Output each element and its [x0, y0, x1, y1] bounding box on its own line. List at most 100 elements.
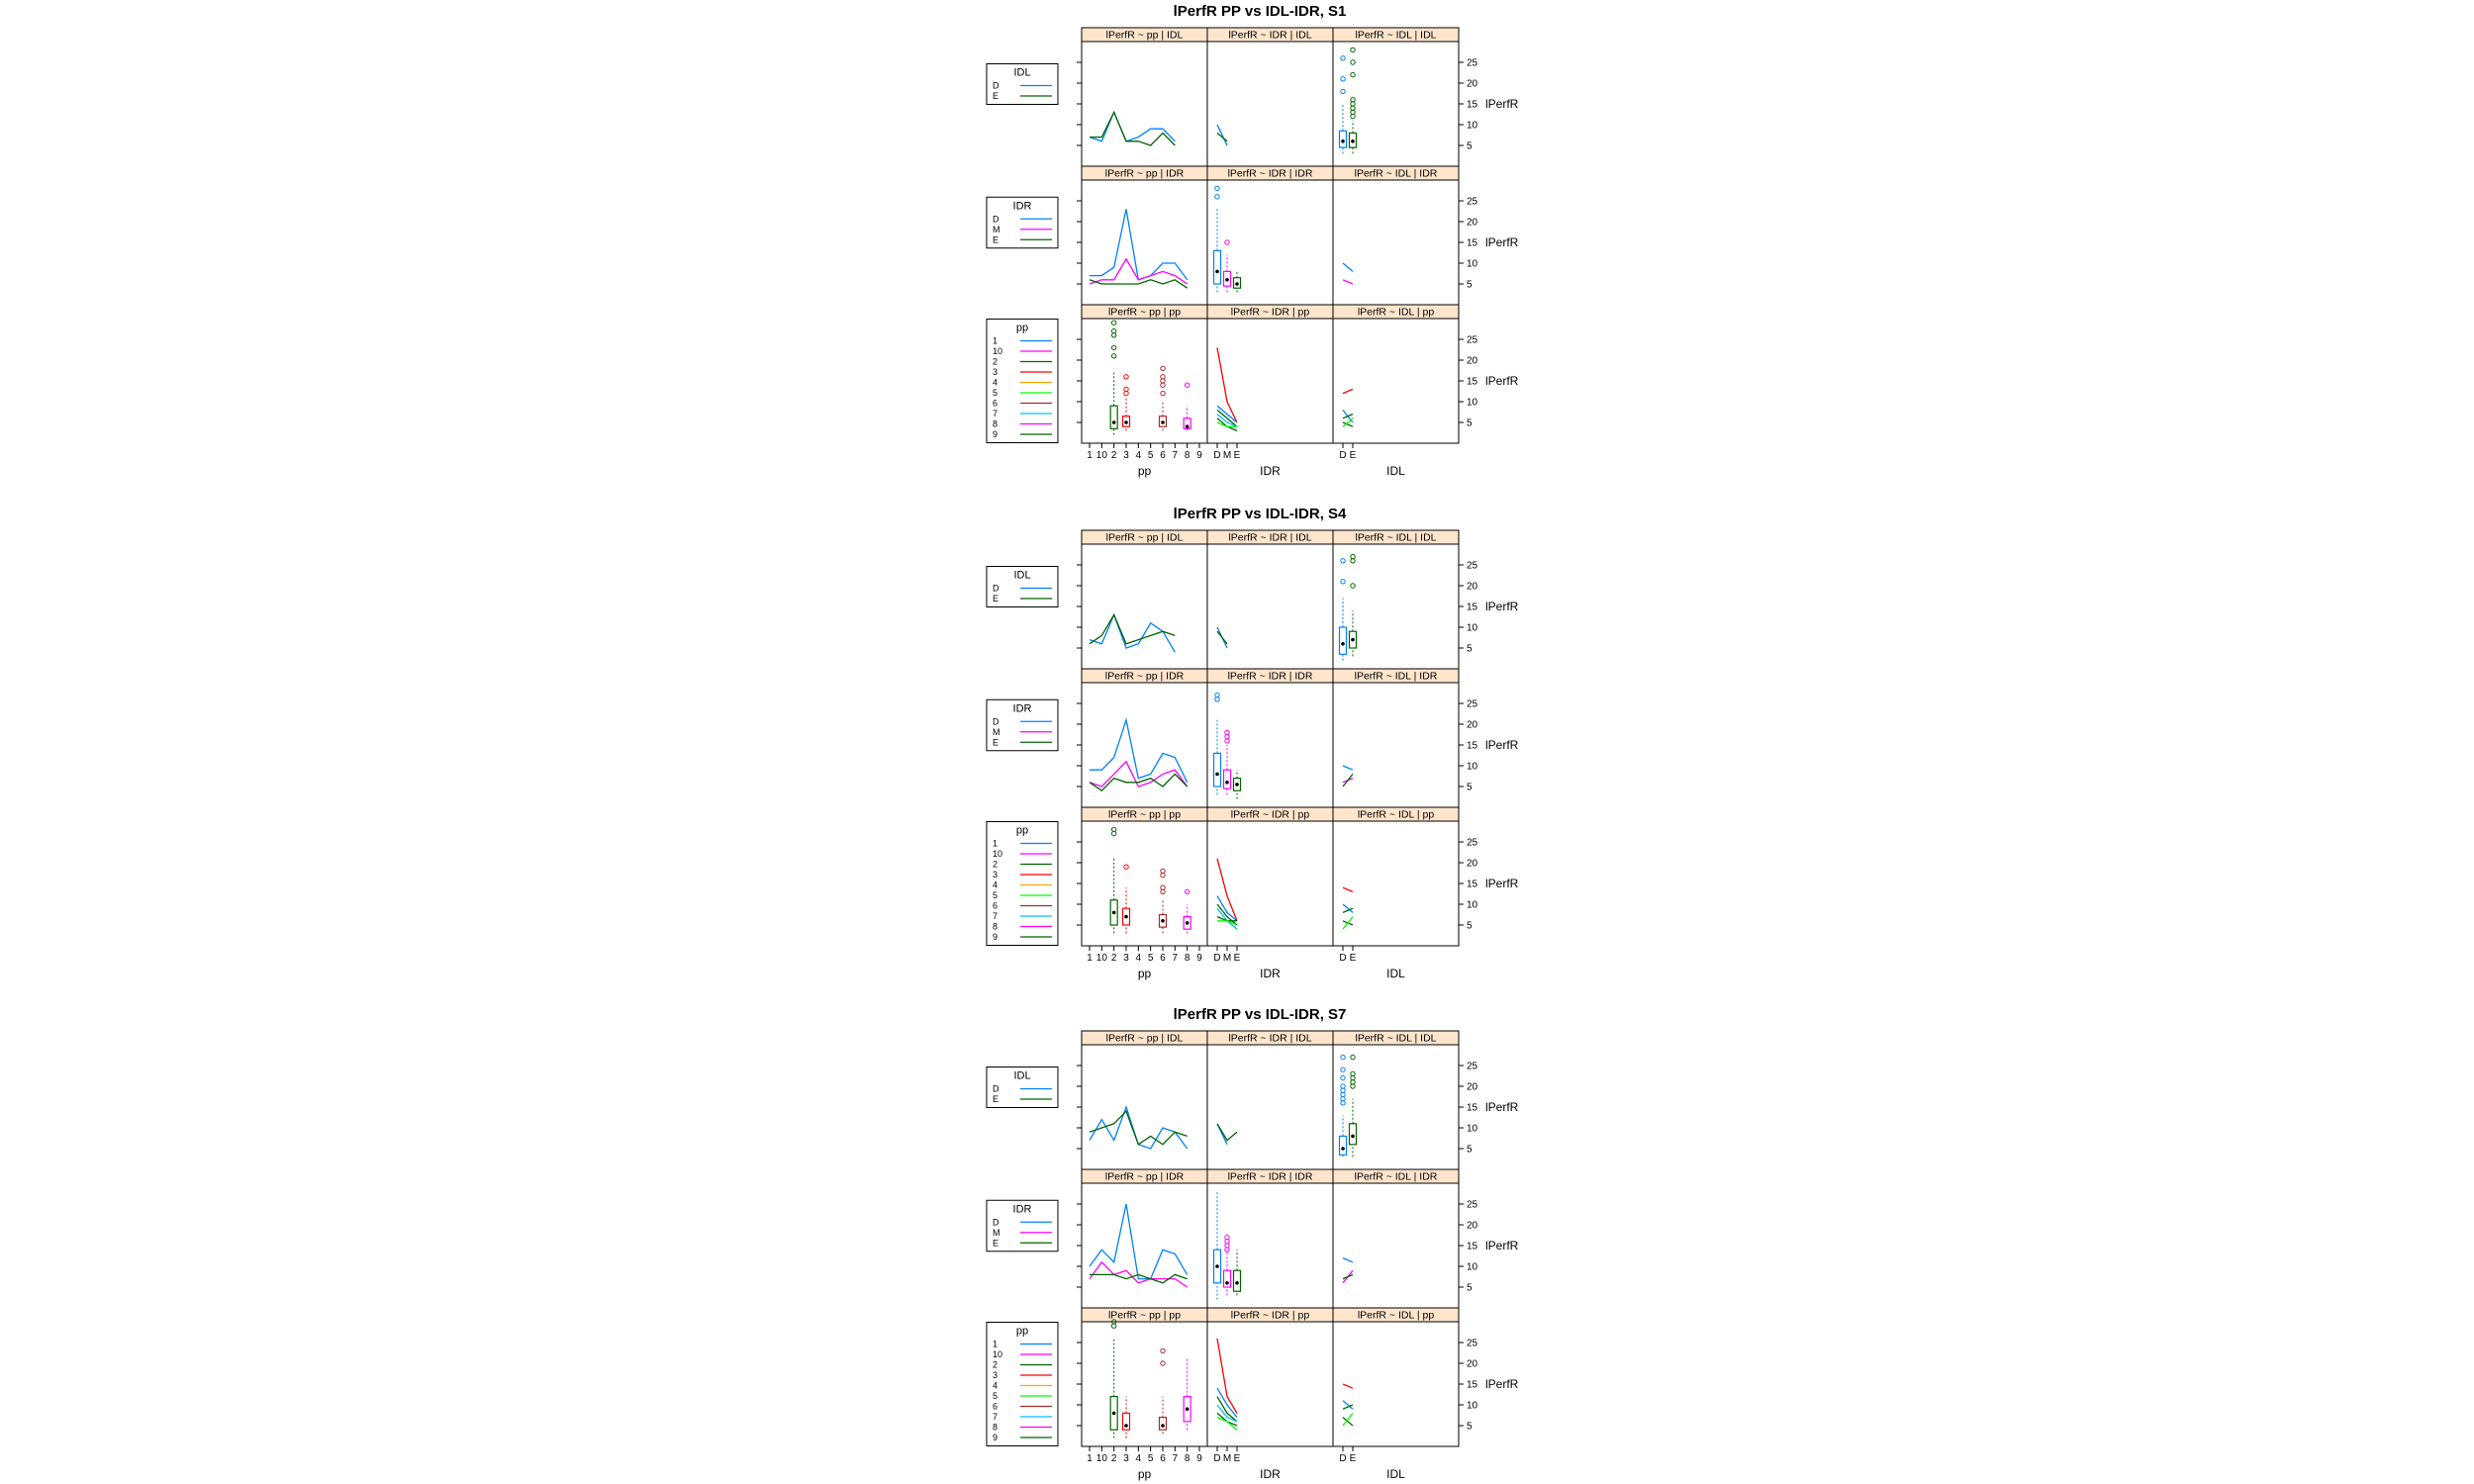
box-median	[1235, 783, 1239, 787]
series-line	[1089, 1260, 1189, 1288]
box-median	[1225, 278, 1229, 282]
series-line	[1090, 717, 1189, 784]
y-tick-label: 15	[1467, 1103, 1478, 1114]
panel-strip-label: lPerfR ~ IDR | IDR	[1228, 168, 1313, 180]
y-axis-label: lPerfR	[1485, 235, 1519, 249]
box-median	[1161, 919, 1165, 923]
series-line	[1342, 1273, 1354, 1280]
legend-entry-label: E	[993, 1238, 999, 1248]
x-tick-label: 4	[1136, 1453, 1142, 1464]
box-body	[1348, 1123, 1358, 1146]
legend-title: IDL	[1013, 67, 1030, 79]
box-plot	[1158, 868, 1168, 934]
series-line	[1342, 279, 1354, 285]
legend-entry-label: M	[993, 727, 1000, 737]
box-median	[1111, 1411, 1116, 1416]
x-axis-label: pp	[1138, 1467, 1152, 1481]
figure-title: lPerfR PP vs IDL-IDR, S4	[1174, 506, 1347, 522]
y-tick-label: 10	[1467, 1124, 1478, 1135]
box-median	[1161, 420, 1165, 424]
box-median	[1351, 139, 1355, 143]
box-body	[1338, 130, 1348, 148]
y-tick-label: 10	[1467, 762, 1478, 773]
y-tick-label: 25	[1467, 1200, 1478, 1211]
x-tick-label: M	[1223, 953, 1231, 964]
facet-panel: lPerfR ~ IDR | IDR	[1206, 668, 1334, 808]
box-plot	[1338, 55, 1348, 154]
x-tick-label: 4	[1136, 953, 1142, 964]
box-outlier	[1340, 88, 1346, 95]
legend-entry-label: 8	[993, 419, 998, 429]
series-line	[1089, 760, 1189, 788]
box-body	[1338, 626, 1348, 655]
box-outlier	[1184, 888, 1190, 895]
x-tick-label: M	[1223, 450, 1231, 461]
box-plot	[1183, 382, 1191, 431]
box-plot	[1348, 46, 1358, 154]
box-plot	[1222, 729, 1232, 795]
y-tick-label: 5	[1467, 921, 1473, 932]
y-tick-label: 25	[1467, 58, 1478, 69]
x-tick-label: E	[1234, 953, 1241, 964]
panel-strip-label: lPerfR ~ IDL | IDL	[1356, 30, 1437, 42]
box-plot	[1109, 826, 1118, 934]
facet-panel: lPerfR ~ IDL | IDR	[1332, 668, 1460, 808]
box-plot	[1338, 558, 1348, 661]
box-body	[1158, 1416, 1168, 1431]
panel-strip-label: lPerfR ~ IDL | pp	[1358, 1310, 1434, 1322]
x-tick-label: 4	[1136, 450, 1142, 461]
box-plot	[1121, 374, 1131, 431]
x-axis-label: IDL	[1386, 1467, 1405, 1481]
series-line	[1216, 405, 1238, 423]
panel-frame	[1081, 682, 1208, 808]
panel-strip-label: lPerfR ~ pp | IDL	[1106, 30, 1184, 42]
y-tick-label: 25	[1467, 335, 1478, 346]
panel-strip-label: lPerfR ~ IDL | pp	[1358, 307, 1434, 319]
panel-strip-label: lPerfR ~ pp | pp	[1108, 809, 1181, 821]
y-axis-label: lPerfR	[1485, 1377, 1519, 1391]
box-median	[1185, 921, 1189, 925]
box-median	[1235, 1281, 1239, 1285]
box-plot	[1232, 271, 1242, 293]
panel-frame	[1081, 318, 1208, 444]
legend-entry-label: 9	[993, 932, 998, 942]
y-tick-label: 15	[1467, 100, 1478, 111]
y-tick-label: 10	[1467, 900, 1478, 911]
y-tick-label: 20	[1467, 218, 1478, 229]
legend-entry-label: D	[993, 1084, 999, 1094]
box-outlier	[1340, 1067, 1346, 1072]
facet-panel: lPerfR ~ IDR | IDL	[1206, 529, 1334, 670]
x-tick-label: 8	[1185, 1453, 1190, 1464]
y-tick-label: 15	[1467, 238, 1478, 249]
legend-entry-label: 4	[993, 378, 998, 388]
legend-title: IDR	[1013, 1203, 1032, 1215]
box-outlier	[1160, 390, 1166, 397]
legend-entry-label: 3	[993, 367, 998, 377]
series-line	[1342, 421, 1354, 427]
box-body	[1212, 752, 1222, 788]
y-axis-label: lPerfR	[1485, 738, 1519, 752]
box-outlier	[1350, 553, 1356, 560]
legend-title: pp	[1016, 825, 1028, 837]
y-tick-label: 20	[1467, 1221, 1478, 1232]
y-tick-label: 25	[1467, 838, 1478, 849]
series-line	[1216, 903, 1238, 926]
y-tick-label: 5	[1467, 644, 1473, 655]
box-outlier	[1340, 558, 1346, 564]
box-median	[1225, 1281, 1229, 1285]
box-median	[1111, 910, 1116, 915]
box-median	[1351, 637, 1355, 642]
series-line	[1216, 124, 1228, 146]
x-tick-label: E	[1350, 1453, 1357, 1464]
y-tick-label: 15	[1467, 603, 1478, 613]
legend-entry-label: 5	[993, 890, 998, 900]
y-tick-label: 15	[1467, 1380, 1478, 1391]
legend-entry-label: E	[993, 234, 999, 244]
series-line	[1342, 1400, 1354, 1410]
x-axis-label: IDR	[1260, 1467, 1281, 1481]
figure-title: lPerfR PP vs IDL-IDR, S1	[1174, 3, 1347, 20]
series-line	[1216, 347, 1238, 423]
y-tick-label: 10	[1467, 623, 1478, 634]
y-axis-label: lPerfR	[1485, 877, 1519, 890]
facet-panel: lPerfR ~ IDL | pp	[1332, 1307, 1460, 1447]
